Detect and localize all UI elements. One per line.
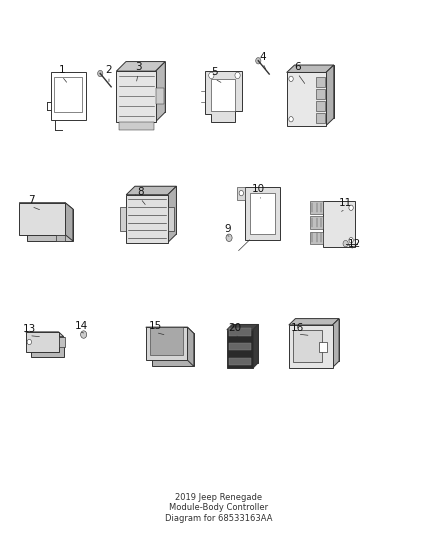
- Text: 14: 14: [75, 321, 88, 331]
- Bar: [237, 187, 245, 200]
- Bar: [289, 325, 332, 368]
- Bar: [227, 330, 253, 368]
- Text: 6: 6: [294, 62, 301, 72]
- Polygon shape: [289, 319, 339, 325]
- Circle shape: [209, 72, 214, 78]
- Bar: [319, 342, 327, 352]
- Polygon shape: [326, 65, 334, 126]
- Circle shape: [226, 234, 232, 241]
- Polygon shape: [31, 337, 64, 357]
- Bar: [251, 193, 275, 233]
- Polygon shape: [19, 203, 73, 209]
- Circle shape: [81, 331, 87, 338]
- Bar: [316, 101, 325, 111]
- Text: 4: 4: [259, 52, 266, 61]
- Polygon shape: [253, 325, 258, 368]
- Text: 1: 1: [59, 65, 65, 75]
- Polygon shape: [126, 62, 165, 112]
- Text: 5: 5: [211, 68, 218, 77]
- Text: 2: 2: [106, 65, 112, 75]
- Circle shape: [343, 240, 348, 247]
- Polygon shape: [146, 327, 194, 334]
- Circle shape: [239, 190, 244, 196]
- Bar: [311, 216, 323, 229]
- Circle shape: [349, 205, 353, 211]
- Bar: [229, 328, 251, 336]
- Text: 2019 Jeep Renegade
Module-Body Controller
Diagram for 68533163AA: 2019 Jeep Renegade Module-Body Controlle…: [165, 493, 273, 523]
- Bar: [54, 77, 82, 112]
- Bar: [120, 207, 126, 231]
- Polygon shape: [287, 65, 334, 72]
- Bar: [316, 88, 325, 99]
- Polygon shape: [135, 186, 177, 234]
- Polygon shape: [294, 65, 334, 118]
- Polygon shape: [65, 203, 73, 241]
- Text: 15: 15: [149, 321, 162, 331]
- Bar: [311, 231, 323, 244]
- Polygon shape: [187, 327, 194, 367]
- Text: 11: 11: [339, 198, 352, 208]
- Bar: [293, 330, 321, 362]
- Bar: [168, 207, 174, 231]
- Text: 9: 9: [224, 224, 231, 235]
- Bar: [287, 72, 326, 126]
- Bar: [311, 201, 323, 214]
- Circle shape: [349, 238, 353, 243]
- Circle shape: [289, 76, 293, 82]
- Bar: [212, 79, 235, 111]
- Bar: [229, 343, 251, 351]
- Circle shape: [256, 58, 261, 64]
- Bar: [229, 358, 251, 366]
- Polygon shape: [26, 332, 64, 337]
- Text: 20: 20: [229, 322, 242, 333]
- Text: 16: 16: [291, 322, 304, 333]
- Polygon shape: [152, 334, 194, 367]
- Circle shape: [235, 72, 240, 78]
- Bar: [51, 72, 86, 120]
- Polygon shape: [117, 71, 155, 122]
- Bar: [57, 235, 65, 241]
- Polygon shape: [227, 325, 258, 330]
- Text: 12: 12: [348, 239, 361, 248]
- Bar: [155, 88, 163, 104]
- Text: 8: 8: [137, 187, 144, 197]
- Bar: [245, 187, 280, 240]
- Text: 13: 13: [22, 324, 36, 334]
- Bar: [119, 122, 153, 130]
- Bar: [316, 112, 325, 123]
- Polygon shape: [168, 186, 177, 243]
- Polygon shape: [27, 209, 73, 241]
- Circle shape: [27, 340, 32, 345]
- Bar: [126, 195, 168, 243]
- Polygon shape: [295, 319, 339, 361]
- Polygon shape: [146, 327, 187, 360]
- Bar: [316, 77, 325, 87]
- Circle shape: [289, 117, 293, 122]
- Text: 3: 3: [135, 62, 141, 72]
- Text: 10: 10: [252, 184, 265, 195]
- Bar: [59, 337, 65, 347]
- Polygon shape: [155, 62, 165, 122]
- Circle shape: [98, 70, 103, 77]
- Bar: [19, 203, 65, 235]
- Bar: [323, 201, 356, 247]
- Bar: [150, 327, 183, 355]
- Bar: [26, 332, 59, 352]
- Polygon shape: [332, 319, 339, 368]
- Polygon shape: [117, 62, 165, 71]
- Polygon shape: [205, 71, 242, 122]
- Text: 7: 7: [28, 195, 35, 205]
- Polygon shape: [126, 186, 177, 195]
- Polygon shape: [232, 325, 258, 363]
